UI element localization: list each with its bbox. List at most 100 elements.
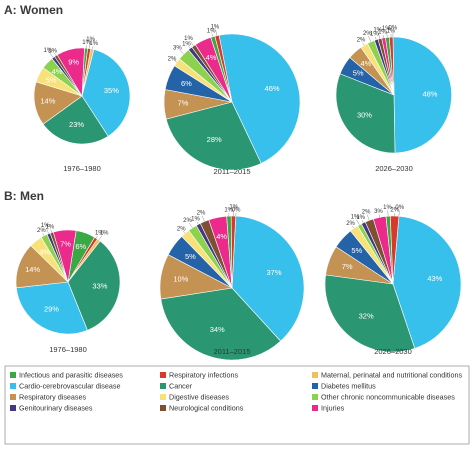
legend-label-maternal: Maternal, perinatal and nutritional cond… (321, 370, 462, 379)
data-label-respiratory_inf: 1% (95, 231, 104, 237)
leader-line (211, 33, 213, 37)
legend-swatch-resp_disease (10, 394, 16, 400)
data-label-other_ncd: 1% (351, 215, 360, 221)
pie-slice-cardio (218, 33, 301, 164)
legend-label-diabetes: Diabetes mellitus (321, 381, 376, 390)
pie-6: 43%32%7%5%2%1%1%2% 3%1%2%0%2026–2030 (324, 205, 462, 356)
data-label-injuries: 9% (68, 57, 79, 66)
data-label-cardio: 43% (427, 274, 442, 283)
legend-label-genito: Genitourinary diseases (19, 403, 93, 412)
leader-line (375, 36, 377, 40)
legend-swatch-digestive (160, 394, 166, 400)
data-label-maternal: 0% (388, 26, 397, 32)
leader-line (89, 42, 91, 49)
data-label-infectious: 1% (207, 29, 216, 35)
pie-slice-cancer (42, 95, 109, 145)
legend: Infectious and parasitic diseases Respira… (4, 365, 470, 445)
leader-line (46, 228, 49, 234)
data-label-neuro: 1% (48, 48, 57, 54)
period-label: 1976–1980 (63, 164, 101, 173)
pie-slice-cardio (392, 36, 452, 154)
data-label-neuro: 1% (45, 224, 54, 230)
panel-title-women: A: Women (4, 3, 63, 17)
data-label-resp_disease: 7% (178, 99, 189, 108)
pie-slice-cancer (67, 240, 121, 331)
data-label-cancer: 33% (92, 282, 107, 291)
data-label-cancer: 34% (210, 325, 225, 334)
leader-line (368, 36, 372, 42)
data-label-cardio: 46% (265, 84, 280, 93)
leader-line (54, 53, 57, 56)
leader-line (95, 235, 98, 239)
data-label-cancer: 32% (359, 311, 374, 320)
leader-line (398, 210, 400, 217)
pie-slice-cardio (15, 281, 88, 335)
leader-line (366, 214, 370, 221)
data-label-diabetes: 5% (185, 252, 196, 261)
data-label-other_ncd: 3% (173, 45, 182, 51)
data-label-cancer: 28% (207, 135, 222, 144)
pie-charts: 1%1%1%35%23%14%5%4%1%1%9%1976–198046%28%… (15, 24, 462, 361)
data-label-respiratory_inf: 1% (211, 24, 220, 30)
period-label: 2011–2015 (214, 167, 251, 176)
leader-line (202, 215, 205, 222)
data-label-resp_disease: 7% (342, 262, 353, 271)
pie-slice-respiratory_inf (214, 34, 233, 103)
legend-swatch-respiratory_inf (160, 372, 166, 378)
data-label-resp_disease: 14% (25, 265, 40, 274)
legend-label-infectious: Infectious and parasitic diseases (19, 370, 123, 379)
legend-swatch-maternal (312, 372, 318, 378)
leader-line (378, 214, 380, 218)
data-label-digestive: 5% (46, 75, 57, 84)
leader-line (362, 42, 365, 46)
data-label-resp_disease: 14% (40, 97, 55, 106)
data-label-infectious: 1% (383, 205, 392, 211)
data-label-diabetes: 6% (181, 79, 192, 88)
data-label-other_ncd: 2% (363, 31, 372, 37)
data-label-resp_disease: 4% (360, 59, 371, 68)
data-label-cardio: 29% (44, 305, 59, 314)
data-label-maternal: 1% (89, 41, 98, 47)
data-label-genito: 1% (356, 215, 365, 221)
leader-line (188, 45, 191, 49)
pie-slice-cancer (160, 287, 282, 361)
leader-line (356, 219, 360, 225)
legend-label-digestive: Digestive diseases (169, 392, 229, 401)
data-label-cardio: 35% (104, 86, 119, 95)
pie-3: 48%30%5%4%2%2%1%1%1%1%1%0%2026–2030 (335, 26, 452, 173)
data-label-genito: 1% (41, 223, 50, 229)
leader-line (42, 233, 45, 236)
data-label-cardio: 37% (267, 268, 282, 277)
data-label-infectious: 1% (82, 40, 91, 46)
legend-swatch-infectious (10, 372, 16, 378)
pie-slice-cardio (231, 215, 305, 342)
period-label: 2026–2030 (374, 347, 412, 356)
leader-line (92, 46, 94, 50)
data-label-neuro: 2% (197, 211, 206, 217)
data-label-other_ncd: 2% (37, 228, 46, 234)
data-label-respiratory_inf: 1% (386, 29, 395, 35)
data-label-infectious: 1% (224, 208, 233, 214)
period-label: 1976–1980 (49, 345, 87, 354)
pie-5: 37%34%10%5%2%2% 1%2%4%1%1%0%2011–2015 (159, 205, 305, 361)
legend-label-respiratory_inf: Respiratory infections (169, 370, 239, 379)
data-label-digestive: 2% (168, 56, 177, 62)
legend-swatch-injuries (312, 405, 318, 411)
pie-slice-cancer (324, 274, 416, 353)
data-label-cancer: 30% (357, 110, 372, 119)
legend-swatch-other_ncd (312, 394, 318, 400)
legend-frame (4, 365, 470, 445)
pie-1: 1%1%1%35%23%14%5%4%1%1%9%1976–1980 (33, 37, 131, 173)
pie-slice-cancer (335, 73, 396, 154)
data-label-genito: 1% (191, 217, 200, 223)
data-label-other_ncd: 2% (183, 218, 192, 224)
legend-swatch-cardio (10, 383, 16, 389)
legend-label-injuries: Injuries (321, 403, 345, 412)
leader-line (196, 221, 199, 225)
data-label-infectious: 1% (382, 26, 391, 32)
leader-line (382, 34, 384, 38)
leader-line (183, 230, 186, 234)
leader-line (386, 31, 388, 38)
data-label-infectious: 6% (75, 242, 86, 251)
